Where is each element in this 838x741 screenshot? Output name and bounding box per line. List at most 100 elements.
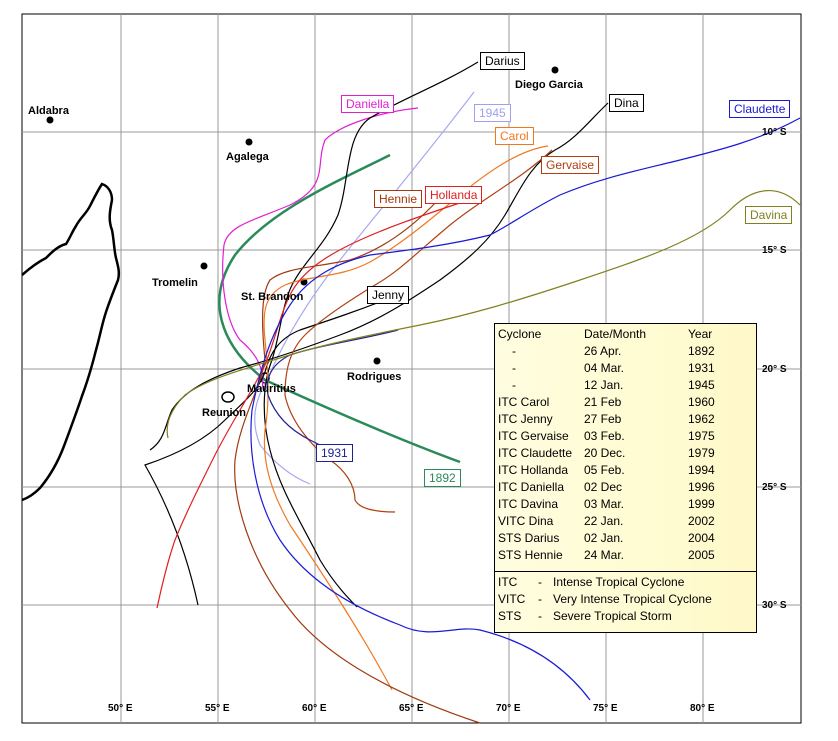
aldabra-marker (46, 116, 54, 124)
legend-row: STS Darius 02 Jan. 2004 (495, 531, 756, 548)
abbreviation-code: VITC (498, 592, 526, 606)
legend-cell-date: 03 Feb. (584, 429, 625, 443)
track-label-1931: 1931 (316, 444, 353, 462)
track-1945 (254, 91, 475, 485)
legend-cell-cyclone: STS Hennie (498, 548, 563, 562)
place-label-mauritius: Mauritius (247, 383, 296, 395)
legend-row: ITC Daniella 02 Dec 1996 (495, 480, 756, 497)
abbreviation-meaning: Severe Tropical Storm (553, 609, 672, 623)
place-label-tromelin: Tromelin (152, 277, 198, 289)
place-label-st-brandon: St. Brandon (241, 291, 304, 303)
track-hollanda (156, 195, 481, 609)
legend-cell-cyclone: ITC Gervaise (498, 429, 569, 443)
longitude-label-50e: 50° E (108, 703, 133, 714)
legend-row: ITC Davina 03 Mar. 1999 (495, 497, 756, 514)
latitude-label-15s: 15° S (762, 245, 787, 256)
legend-header-year: Year (688, 327, 713, 341)
legend-row: ITC Carol 21 Feb 1960 (495, 395, 756, 412)
abbreviation-row: VITC - Very Intense Tropical Cyclone (498, 592, 753, 609)
reunion-island (221, 391, 235, 403)
track-label-daniella: Daniella (341, 95, 395, 113)
legend-cell-year: 1999 (688, 497, 715, 511)
track-label-hollanda: Hollanda (425, 186, 483, 204)
legend-cell-date: 26 Apr. (584, 344, 622, 358)
cyclone-legend-table: Cyclone Date/Month Year - 26 Apr. 1892 - 04 … (494, 323, 757, 572)
abbreviation-meaning: Intense Tropical Cyclone (553, 575, 685, 589)
track-davina (166, 190, 801, 439)
legend-cell-date: 22 Jan. (584, 514, 624, 528)
legend-cell-cyclone: ITC Jenny (498, 412, 553, 426)
madagascar-coastline (21, 182, 121, 502)
legend-cell-cyclone: - (512, 344, 516, 358)
track-1892 (218, 153, 461, 464)
abbreviation-code: ITC (498, 575, 518, 589)
legend-cell-year: 1962 (688, 412, 715, 426)
legend-cell-year: 2002 (688, 514, 715, 528)
track-label-jenny: Jenny (367, 286, 410, 304)
longitude-label-70e: 70° E (496, 703, 521, 714)
legend-cell-date: 03 Mar. (584, 497, 625, 511)
legend-header-date: Date/Month (584, 327, 647, 341)
legend-cell-date: 24 Mar. (584, 548, 625, 562)
place-label-agalega: Agalega (226, 151, 269, 163)
legend-cell-year: 1979 (688, 446, 715, 460)
legend-cell-year: 1892 (688, 344, 715, 358)
legend-cell-year: 1931 (688, 361, 715, 375)
legend-cell-year: 1945 (688, 378, 715, 392)
legend-cell-cyclone: ITC Hollanda (498, 463, 569, 477)
legend-row: ITC Claudette 20 Dec. 1979 (495, 446, 756, 463)
diego-garcia-marker (551, 66, 559, 74)
abbreviation-row: ITC - Intense Tropical Cyclone (498, 575, 753, 592)
legend-row: STS Hennie 24 Mar. 2005 (495, 548, 756, 565)
legend-header-row: Cyclone Date/Month Year (495, 327, 756, 344)
latitude-label-30s: 30° S (762, 600, 787, 611)
longitude-label-60e: 60° E (302, 703, 327, 714)
abbreviation-dash: - (538, 592, 542, 606)
legend-cell-date: 05 Feb. (584, 463, 625, 477)
abbreviation-row: STS - Severe Tropical Storm (498, 609, 753, 626)
longitude-label-65e: 65° E (399, 703, 424, 714)
legend-row: - 12 Jan. 1945 (495, 378, 756, 395)
abbreviation-legend: ITC - Intense Tropical Cyclone VITC - Very In… (494, 571, 757, 633)
legend-header-cyclone: Cyclone (498, 327, 542, 341)
legend-cell-cyclone: - (512, 361, 516, 375)
abbreviation-code: STS (498, 609, 522, 623)
track-jenny (144, 295, 396, 606)
legend-cell-date: 04 Mar. (584, 361, 625, 375)
longitude-label-80e: 80° E (690, 703, 715, 714)
longitude-label-75e: 75° E (593, 703, 618, 714)
legend-row: VITC Dina 22 Jan. 2002 (495, 514, 756, 531)
legend-cell-cyclone: - (512, 378, 516, 392)
latitude-label-10s: 10° S (762, 127, 787, 138)
track-label-claudette: Claudette (729, 100, 791, 118)
track-label-davina: Davina (745, 206, 793, 224)
legend-cell-year: 2004 (688, 531, 715, 545)
track-label-carol: Carol (495, 127, 534, 145)
track-label-1892: 1892 (424, 469, 461, 487)
legend-row: ITC Jenny 27 Feb 1962 (495, 412, 756, 429)
legend-cell-cyclone: VITC Dina (498, 514, 554, 528)
track-label-hennie: Hennie (374, 190, 423, 208)
legend-cell-cyclone: ITC Claudette (498, 446, 573, 460)
latitude-label-20s: 20° S (762, 364, 787, 375)
legend-cell-year: 2005 (688, 548, 715, 562)
track-daniella (222, 107, 419, 391)
abbreviation-dash: - (538, 609, 542, 623)
legend-cell-date: 20 Dec. (584, 446, 626, 460)
legend-cell-cyclone: ITC Davina (498, 497, 559, 511)
track-label-1945: 1945 (474, 104, 511, 122)
track-gervaise (284, 149, 553, 513)
legend-cell-date: 21 Feb (584, 395, 622, 409)
legend-cell-year: 1960 (688, 395, 715, 409)
rodrigues-marker (373, 357, 381, 365)
legend-row: - 26 Apr. 1892 (495, 344, 756, 361)
latitude-label-25s: 25° S (762, 482, 787, 493)
place-label-diego-garcia: Diego Garcia (515, 79, 583, 91)
abbreviation-dash: - (538, 575, 542, 589)
legend-cell-date: 27 Feb (584, 412, 622, 426)
tromelin-marker (200, 262, 208, 270)
legend-cell-year: 1994 (688, 463, 715, 477)
place-label-rodrigues: Rodrigues (347, 371, 402, 383)
legend-cell-date: 12 Jan. (584, 378, 624, 392)
track-label-dina: Dina (609, 94, 644, 112)
